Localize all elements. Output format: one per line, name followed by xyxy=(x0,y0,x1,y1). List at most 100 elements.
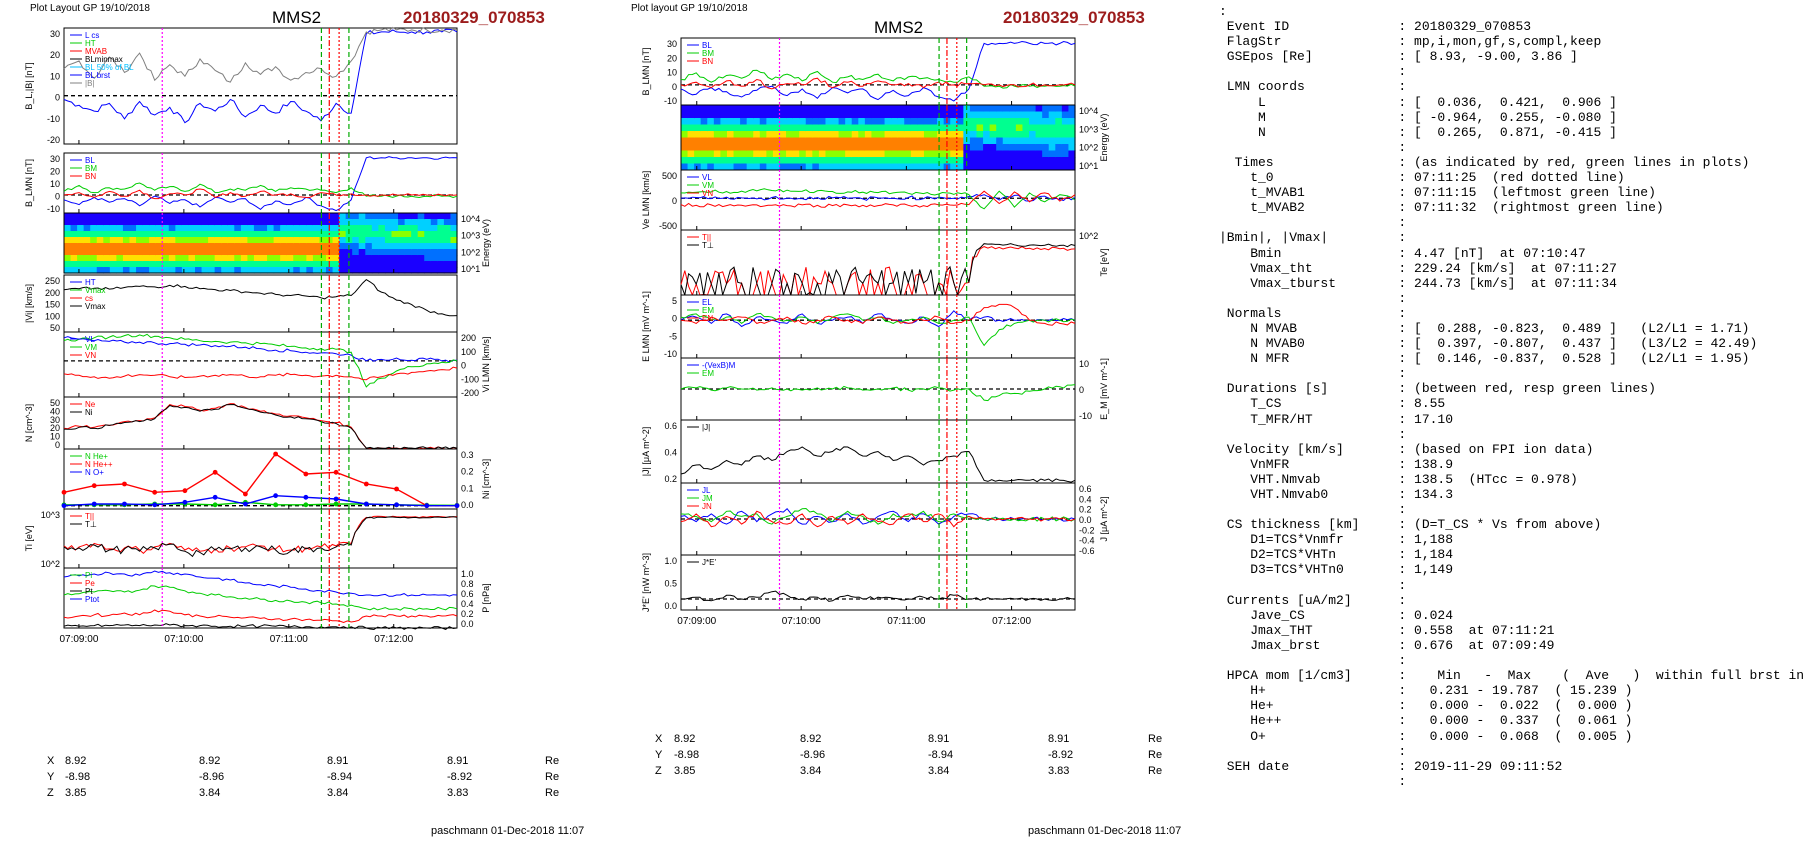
spectrogram-cell xyxy=(70,219,78,226)
spectrogram-cell xyxy=(963,124,971,132)
data-point xyxy=(333,496,339,502)
spectrogram-cell xyxy=(707,157,715,165)
legend-label: VL xyxy=(702,173,712,182)
spectrogram-cell xyxy=(956,111,964,119)
spectrogram-cell xyxy=(917,157,925,165)
spectrogram-cell xyxy=(181,267,190,274)
spectrogram-cell xyxy=(450,243,458,250)
data-point xyxy=(212,469,218,475)
legend-label: BLminmax xyxy=(85,55,123,64)
spectrogram-cell xyxy=(740,105,748,113)
spectrogram-cell xyxy=(90,219,98,226)
spectrogram-cell xyxy=(818,163,827,171)
spectrogram-cell xyxy=(234,249,242,256)
series-line-bm xyxy=(680,69,1076,89)
spectrogram-cell xyxy=(162,249,170,256)
spectrogram-cell xyxy=(168,267,176,274)
info-line: N MVAB0 : [ 0.397, -0.807, 0.437 ] (L3/L… xyxy=(1219,336,1758,352)
spectrogram-cell xyxy=(149,249,157,256)
spectrogram-cell xyxy=(937,124,945,132)
series-line-t xyxy=(63,516,458,558)
spectrogram-cell xyxy=(1055,131,1063,139)
spectrogram-cell xyxy=(733,131,741,139)
spectrogram-cell xyxy=(917,137,925,145)
spectrogram-cell xyxy=(188,243,196,250)
spectrogram-cell xyxy=(96,237,104,244)
spectrogram-cell xyxy=(339,231,347,238)
spectrogram-cell xyxy=(365,249,373,256)
spectrogram-cell xyxy=(404,225,412,232)
spectrogram-cell xyxy=(391,261,399,268)
series-line-no xyxy=(63,494,457,507)
spectrogram-cell xyxy=(1061,163,1070,171)
spectrogram-cell xyxy=(1068,105,1076,113)
spectrogram-cell xyxy=(424,213,432,220)
spectrogram-cell xyxy=(267,267,275,274)
spectrogram-cell xyxy=(286,219,294,226)
info-line: N MFR : [ 0.146, -0.837, 0.528 ] (L2/L1 … xyxy=(1219,351,1750,367)
spectrogram-cell xyxy=(240,267,248,274)
spectrogram-cell xyxy=(759,163,767,171)
coord-unit: Re xyxy=(545,755,560,767)
info-line: t_MVAB1 : 07:11:15 (leftmost green line) xyxy=(1219,185,1656,201)
spectrogram-cell xyxy=(208,219,216,226)
spectrogram-cell xyxy=(779,131,787,139)
spectrogram-cell xyxy=(799,111,807,119)
spectrogram-cell xyxy=(332,213,340,220)
spectrogram-cell xyxy=(772,163,781,171)
spectrogram-cell xyxy=(247,255,255,262)
spectrogram-cell xyxy=(109,243,117,250)
spectrogram-cell xyxy=(267,261,275,268)
data-point xyxy=(333,469,339,475)
spectrogram-cell xyxy=(786,111,794,119)
spectrogram-cell xyxy=(838,131,846,139)
spectrogram-cell xyxy=(319,225,327,232)
spectrogram-cell xyxy=(286,231,294,238)
data-point xyxy=(303,471,309,477)
data-point xyxy=(363,501,369,507)
y-tick-label: 10^4 xyxy=(1079,106,1098,116)
y-tick-label: 0.2 xyxy=(461,609,474,619)
right-position-table: X 8.92 8.92 8.91 8.91 Re Y -8.98 -8.96 -8.94 -8.92… xyxy=(600,733,1200,793)
spectrogram-cell xyxy=(417,213,425,220)
spectrogram-cell xyxy=(424,267,432,274)
spectrogram-cell xyxy=(851,163,859,171)
legend-label: BL brst xyxy=(85,71,111,80)
spectrogram-cell xyxy=(1068,131,1076,139)
spectrogram-cell xyxy=(969,163,978,171)
spectrogram-cell xyxy=(155,213,163,220)
spectrogram-cell xyxy=(227,225,235,232)
spectrogram-cell xyxy=(825,157,833,165)
spectrogram-cell xyxy=(103,267,111,274)
spectrogram-cell xyxy=(969,118,978,126)
spectrogram-cell xyxy=(707,137,715,145)
spectrogram-cell xyxy=(273,267,281,274)
spectrogram-cell xyxy=(221,267,229,274)
spectrogram-cell xyxy=(352,267,360,274)
spectrogram-cell xyxy=(937,144,945,152)
info-line: : xyxy=(1219,577,1407,593)
spectrogram-cell xyxy=(195,243,203,250)
spectrogram-cell xyxy=(83,237,91,244)
spectrogram-cell xyxy=(904,105,912,113)
spectrogram-cell xyxy=(90,243,98,250)
spectrogram-cell xyxy=(365,213,373,220)
spectrogram-cell xyxy=(234,225,242,232)
left-event-id: 20180329_070853 xyxy=(403,8,545,27)
spectrogram-cell xyxy=(805,105,813,113)
spectrogram-cell xyxy=(851,157,859,165)
spectrogram-cell xyxy=(365,219,373,226)
spectrogram-cell xyxy=(825,131,833,139)
coord-value: 8.92 xyxy=(65,755,87,767)
spectrogram-cell xyxy=(1002,157,1010,165)
spectrogram-cell xyxy=(280,243,288,250)
spectrogram-cell xyxy=(1009,157,1017,165)
spectrogram-cell xyxy=(378,243,386,250)
spectrogram-cell xyxy=(280,219,288,226)
spectrogram-cell xyxy=(943,144,951,152)
spectrogram-cell xyxy=(443,213,452,220)
spectrogram-cell xyxy=(1035,131,1043,139)
spectrogram-cell xyxy=(64,213,72,220)
coord-unit: Re xyxy=(545,787,560,799)
spectrogram-cell xyxy=(162,213,170,220)
